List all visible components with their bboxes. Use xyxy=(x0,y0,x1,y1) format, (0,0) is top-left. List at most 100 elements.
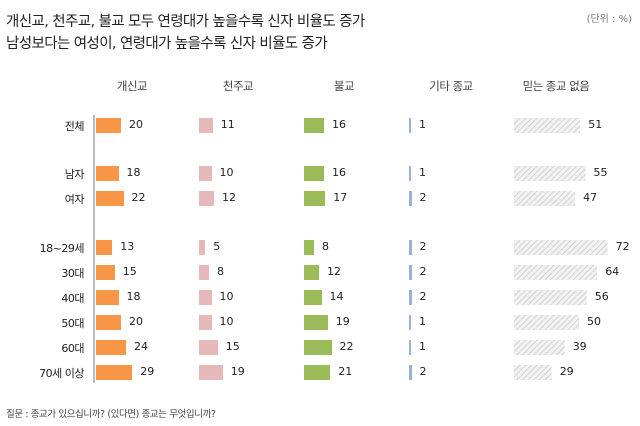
bar xyxy=(514,340,565,355)
bar xyxy=(304,340,332,355)
data-label: 2 xyxy=(419,365,427,378)
data-label: 51 xyxy=(588,118,603,131)
chart-title: 개신교, 천주교, 불교 모두 연령대가 높을수록 신자 비율도 증가 xyxy=(6,14,365,30)
question-note: 질문 : 종교가 있으십니까? (있다면) 종교는 무엇입니까? xyxy=(6,409,216,420)
unit-label: (단위 : %) xyxy=(586,14,632,25)
data-label: 8 xyxy=(322,240,329,253)
bar xyxy=(96,191,124,206)
data-label: 11 xyxy=(220,118,235,131)
data-label: 72 xyxy=(615,240,630,253)
bar xyxy=(409,240,412,255)
data-label: 18 xyxy=(126,166,141,179)
bar xyxy=(514,265,598,280)
category-label: 전체 xyxy=(64,120,85,133)
bar xyxy=(199,166,212,181)
data-label: 14 xyxy=(329,290,344,303)
data-label: 18 xyxy=(126,290,141,303)
chart-subtitle: 남성보다는 여성이, 연령대가 높을수록 신자 비율도 증가 xyxy=(6,36,328,52)
bar xyxy=(514,118,581,133)
bar xyxy=(96,265,115,280)
category-label: 여자 xyxy=(64,193,85,206)
bar xyxy=(96,315,121,330)
category-label: 70세 이상 xyxy=(39,367,84,380)
bar xyxy=(199,340,218,355)
data-label: 21 xyxy=(338,365,353,378)
data-label: 1 xyxy=(419,315,426,328)
bar xyxy=(304,315,328,330)
bar xyxy=(304,191,326,206)
bar xyxy=(409,290,412,305)
data-label: 1 xyxy=(419,166,426,179)
data-label: 24 xyxy=(134,340,148,353)
bar xyxy=(304,290,322,305)
category-label: 60대 xyxy=(61,342,84,355)
bar xyxy=(96,166,119,181)
category-label: 50대 xyxy=(61,317,84,330)
series-header: 개신교 xyxy=(116,79,148,93)
data-label: 10 xyxy=(219,166,234,179)
data-label: 8 xyxy=(217,265,224,278)
bar xyxy=(199,265,209,280)
category-axis-line xyxy=(93,115,95,383)
data-label: 39 xyxy=(572,340,587,353)
data-label: 2 xyxy=(419,290,427,303)
data-label: 20 xyxy=(129,315,143,328)
bar xyxy=(96,240,113,255)
category-label: 40대 xyxy=(61,292,84,305)
data-label: 20 xyxy=(129,118,143,131)
bar xyxy=(409,315,411,330)
data-label: 12 xyxy=(327,265,341,278)
series-header: 기타 종교 xyxy=(429,79,473,93)
bar xyxy=(199,240,206,255)
category-label: 30대 xyxy=(61,267,84,280)
bar xyxy=(409,340,411,355)
series-header: 믿는 종교 없음 xyxy=(522,79,590,93)
data-label: 1 xyxy=(419,118,426,131)
data-label: 29 xyxy=(140,365,155,378)
data-label: 16 xyxy=(332,166,346,179)
series-header: 천주교 xyxy=(222,79,254,93)
bar xyxy=(304,240,314,255)
data-label: 22 xyxy=(131,191,146,204)
data-label: 29 xyxy=(559,365,574,378)
data-label: 2 xyxy=(419,240,427,253)
bar xyxy=(409,191,412,206)
data-label: 19 xyxy=(335,315,350,328)
series-header: 불교 xyxy=(333,79,355,93)
bar xyxy=(409,118,411,133)
bar xyxy=(304,365,331,380)
bar xyxy=(514,191,576,206)
data-label: 10 xyxy=(219,315,234,328)
category-label: 18~29세 xyxy=(39,242,85,255)
bar xyxy=(96,290,119,305)
bar xyxy=(96,340,126,355)
bar xyxy=(409,365,412,380)
bar xyxy=(199,118,213,133)
bar xyxy=(304,118,324,133)
data-label: 55 xyxy=(593,166,608,179)
bar xyxy=(199,290,212,305)
bar xyxy=(514,290,587,305)
bar xyxy=(199,315,212,330)
data-label: 2 xyxy=(419,265,427,278)
bar xyxy=(409,265,412,280)
data-label: 47 xyxy=(583,191,598,204)
bar xyxy=(304,166,324,181)
data-label: 10 xyxy=(219,290,234,303)
data-label: 12 xyxy=(222,191,236,204)
bar xyxy=(514,365,552,380)
data-label: 1 xyxy=(419,340,426,353)
data-label: 19 xyxy=(230,365,245,378)
category-label: 남자 xyxy=(64,168,85,181)
data-label: 50 xyxy=(587,315,601,328)
bar xyxy=(199,365,223,380)
data-label: 15 xyxy=(225,340,240,353)
bar xyxy=(199,191,214,206)
bar xyxy=(96,365,133,380)
bar xyxy=(304,265,319,280)
data-label: 5 xyxy=(213,240,221,253)
data-label: 17 xyxy=(333,191,348,204)
data-label: 13 xyxy=(120,240,135,253)
bar xyxy=(96,118,121,133)
